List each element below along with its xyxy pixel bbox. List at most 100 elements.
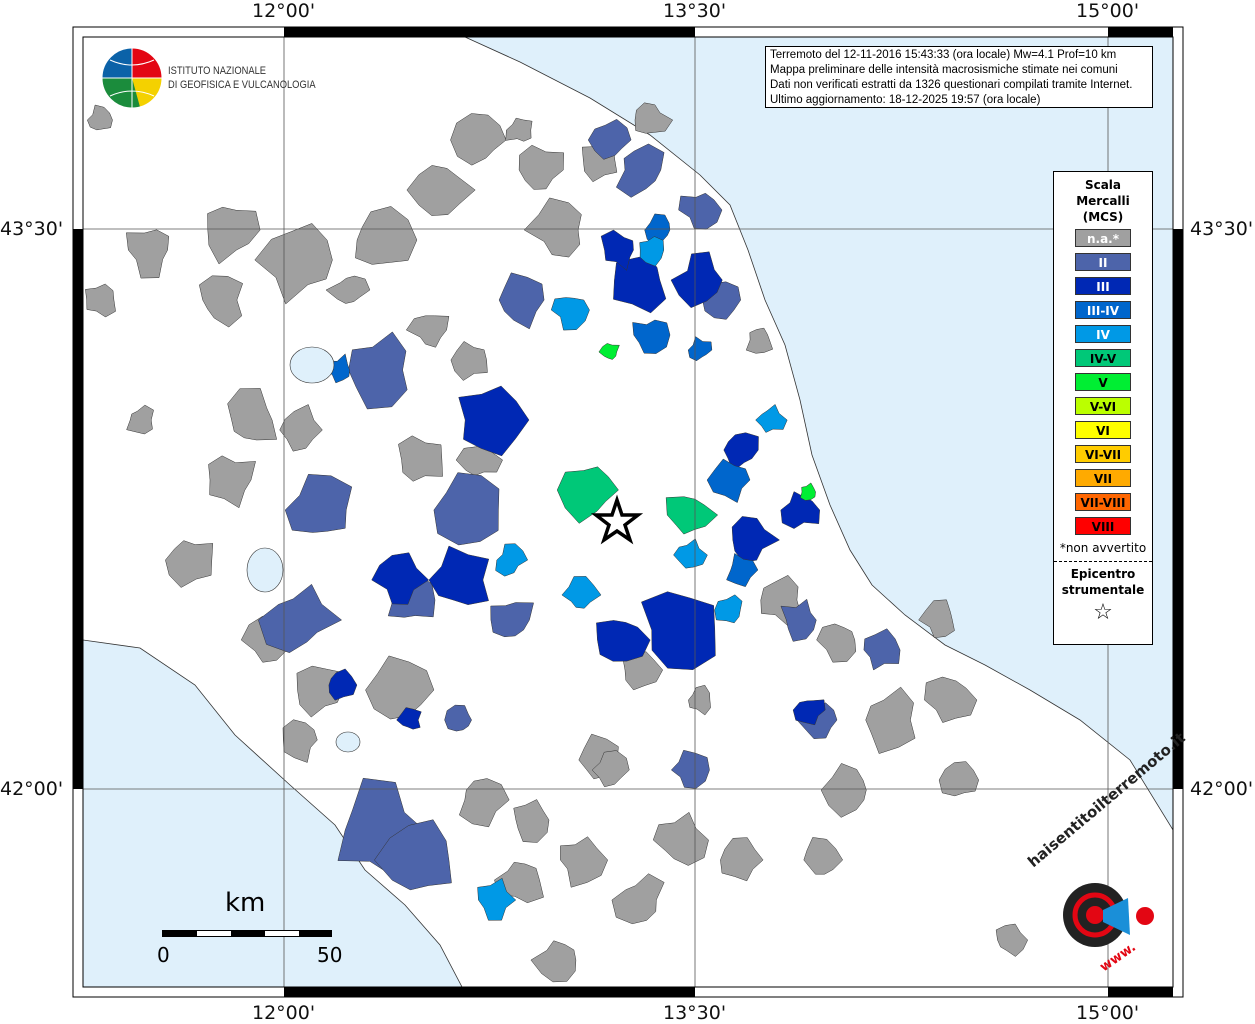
map-description-line: Mappa preliminare delle intensità macros… — [770, 64, 1118, 76]
municipality-area — [396, 707, 422, 730]
municipality-area — [688, 684, 711, 716]
epicenter-label: Epicentro — [1070, 567, 1136, 581]
municipality-area — [126, 404, 154, 435]
municipality-area — [587, 119, 632, 160]
municipality-area — [282, 719, 318, 763]
lon-tick-top-12: 12°00' — [252, 0, 316, 22]
municipality-area — [374, 819, 452, 891]
municipality-area — [780, 598, 817, 642]
municipality-area — [995, 923, 1029, 957]
legend-swatch: IV-V — [1075, 349, 1131, 367]
legend-swatch: V — [1075, 373, 1131, 391]
municipality-area — [678, 192, 723, 230]
municipality-area — [208, 455, 256, 509]
ingv-name-line1: ISTITUTO NAZIONALE — [168, 65, 267, 77]
municipality-area — [591, 750, 630, 788]
lon-tick-top-15: 15°00' — [1076, 0, 1140, 22]
municipality-area — [673, 538, 708, 569]
municipality-area — [687, 336, 713, 362]
legend-swatch: III — [1075, 277, 1131, 295]
municipality-area — [458, 385, 530, 457]
legend-title: Scala — [1084, 178, 1122, 192]
municipality-area — [644, 213, 671, 246]
municipality-area — [325, 275, 371, 304]
municipality-area — [560, 836, 608, 888]
event-info-line: Terremoto del 12-11-2016 15:43:33 (ora l… — [770, 49, 1117, 61]
municipality-area — [706, 458, 751, 503]
municipality-area — [820, 763, 867, 818]
municipality-area — [918, 599, 955, 638]
municipality-area — [634, 102, 674, 134]
municipality-area — [622, 651, 664, 691]
lon-tick-bottom-12: 12°00' — [252, 1002, 316, 1024]
legend-swatch: III-IV — [1075, 301, 1131, 319]
municipality-area — [458, 778, 510, 828]
ingv-globe-logo — [101, 47, 163, 109]
municipality-area — [207, 206, 261, 265]
municipality-area — [726, 552, 759, 588]
municipality-area — [165, 540, 214, 588]
municipality-area — [477, 877, 517, 921]
municipality-area — [863, 628, 901, 671]
municipality-area — [938, 761, 979, 797]
legend-swatch: V-VI — [1075, 397, 1131, 415]
municipality-area — [87, 104, 113, 131]
municipality-area — [398, 435, 443, 482]
data-source-line: Dati non verificati estratti da 1326 que… — [770, 79, 1133, 91]
legend-swatch: VI — [1075, 421, 1131, 439]
scale-min: 0 — [157, 943, 170, 967]
municipality-area — [598, 343, 620, 360]
legend-swatch: VII — [1075, 469, 1131, 487]
municipality-area — [865, 686, 916, 754]
municipality-area — [731, 516, 780, 563]
municipality-area — [406, 165, 476, 216]
legend-title: (MCS) — [1082, 210, 1124, 224]
municipality-area — [639, 236, 665, 267]
ingv-name-line2: DI GEOFISICA E VULCANOLOGIA — [168, 79, 316, 91]
municipality-area — [227, 388, 278, 441]
municipality-area — [611, 873, 665, 925]
legend-title: Mercalli — [1076, 194, 1130, 208]
municipality-area — [556, 466, 619, 524]
municipality-area — [405, 315, 450, 348]
municipality-area — [792, 699, 826, 726]
ingv-logo-text: ISTITUTO NAZIONALE DI GEOFISICA E VULCAN… — [168, 64, 316, 92]
municipality-area — [518, 144, 564, 190]
municipality-area — [550, 297, 590, 331]
municipality-area — [450, 113, 507, 166]
event-info-box: Terremoto del 12-11-2016 15:43:33 (ora l… — [765, 46, 1153, 108]
legend-swatch: VI-VII — [1075, 445, 1131, 463]
lake-bolsena — [246, 547, 284, 593]
lat-tick-left-42: 42°00' — [0, 778, 64, 800]
legend-swatch: VIII — [1075, 517, 1131, 535]
municipality-area — [615, 143, 665, 198]
municipality-area — [670, 251, 723, 308]
haisentito-logo — [1063, 883, 1154, 947]
municipality-area — [505, 117, 533, 142]
municipality-area — [199, 275, 244, 328]
municipality-area — [641, 591, 716, 670]
scale-unit: km — [225, 888, 266, 918]
lon-tick-top-13-30: 13°30' — [663, 0, 727, 22]
municipality-area — [755, 404, 788, 433]
municipality-area — [600, 229, 634, 271]
epicenter-label: strumentale — [1061, 583, 1145, 597]
adriatic-sea — [464, 36, 1174, 832]
municipality-area — [665, 496, 719, 535]
legend-swatch: II — [1075, 253, 1131, 271]
municipality-area — [85, 283, 116, 318]
lat-tick-right-42: 42°00' — [1190, 778, 1254, 800]
municipality-area — [523, 197, 582, 258]
municipality-area — [745, 327, 774, 354]
municipality-area — [803, 837, 844, 875]
last-update-line: Ultimo aggiornamento: 18-12-2025 19:57 (… — [770, 94, 1041, 106]
municipality-area — [433, 472, 500, 546]
municipality-area — [284, 474, 353, 533]
municipality-area — [530, 940, 577, 983]
municipality-area — [816, 623, 857, 663]
municipality-area — [720, 837, 764, 882]
municipality-area — [924, 676, 978, 723]
municipality-area — [126, 229, 170, 279]
